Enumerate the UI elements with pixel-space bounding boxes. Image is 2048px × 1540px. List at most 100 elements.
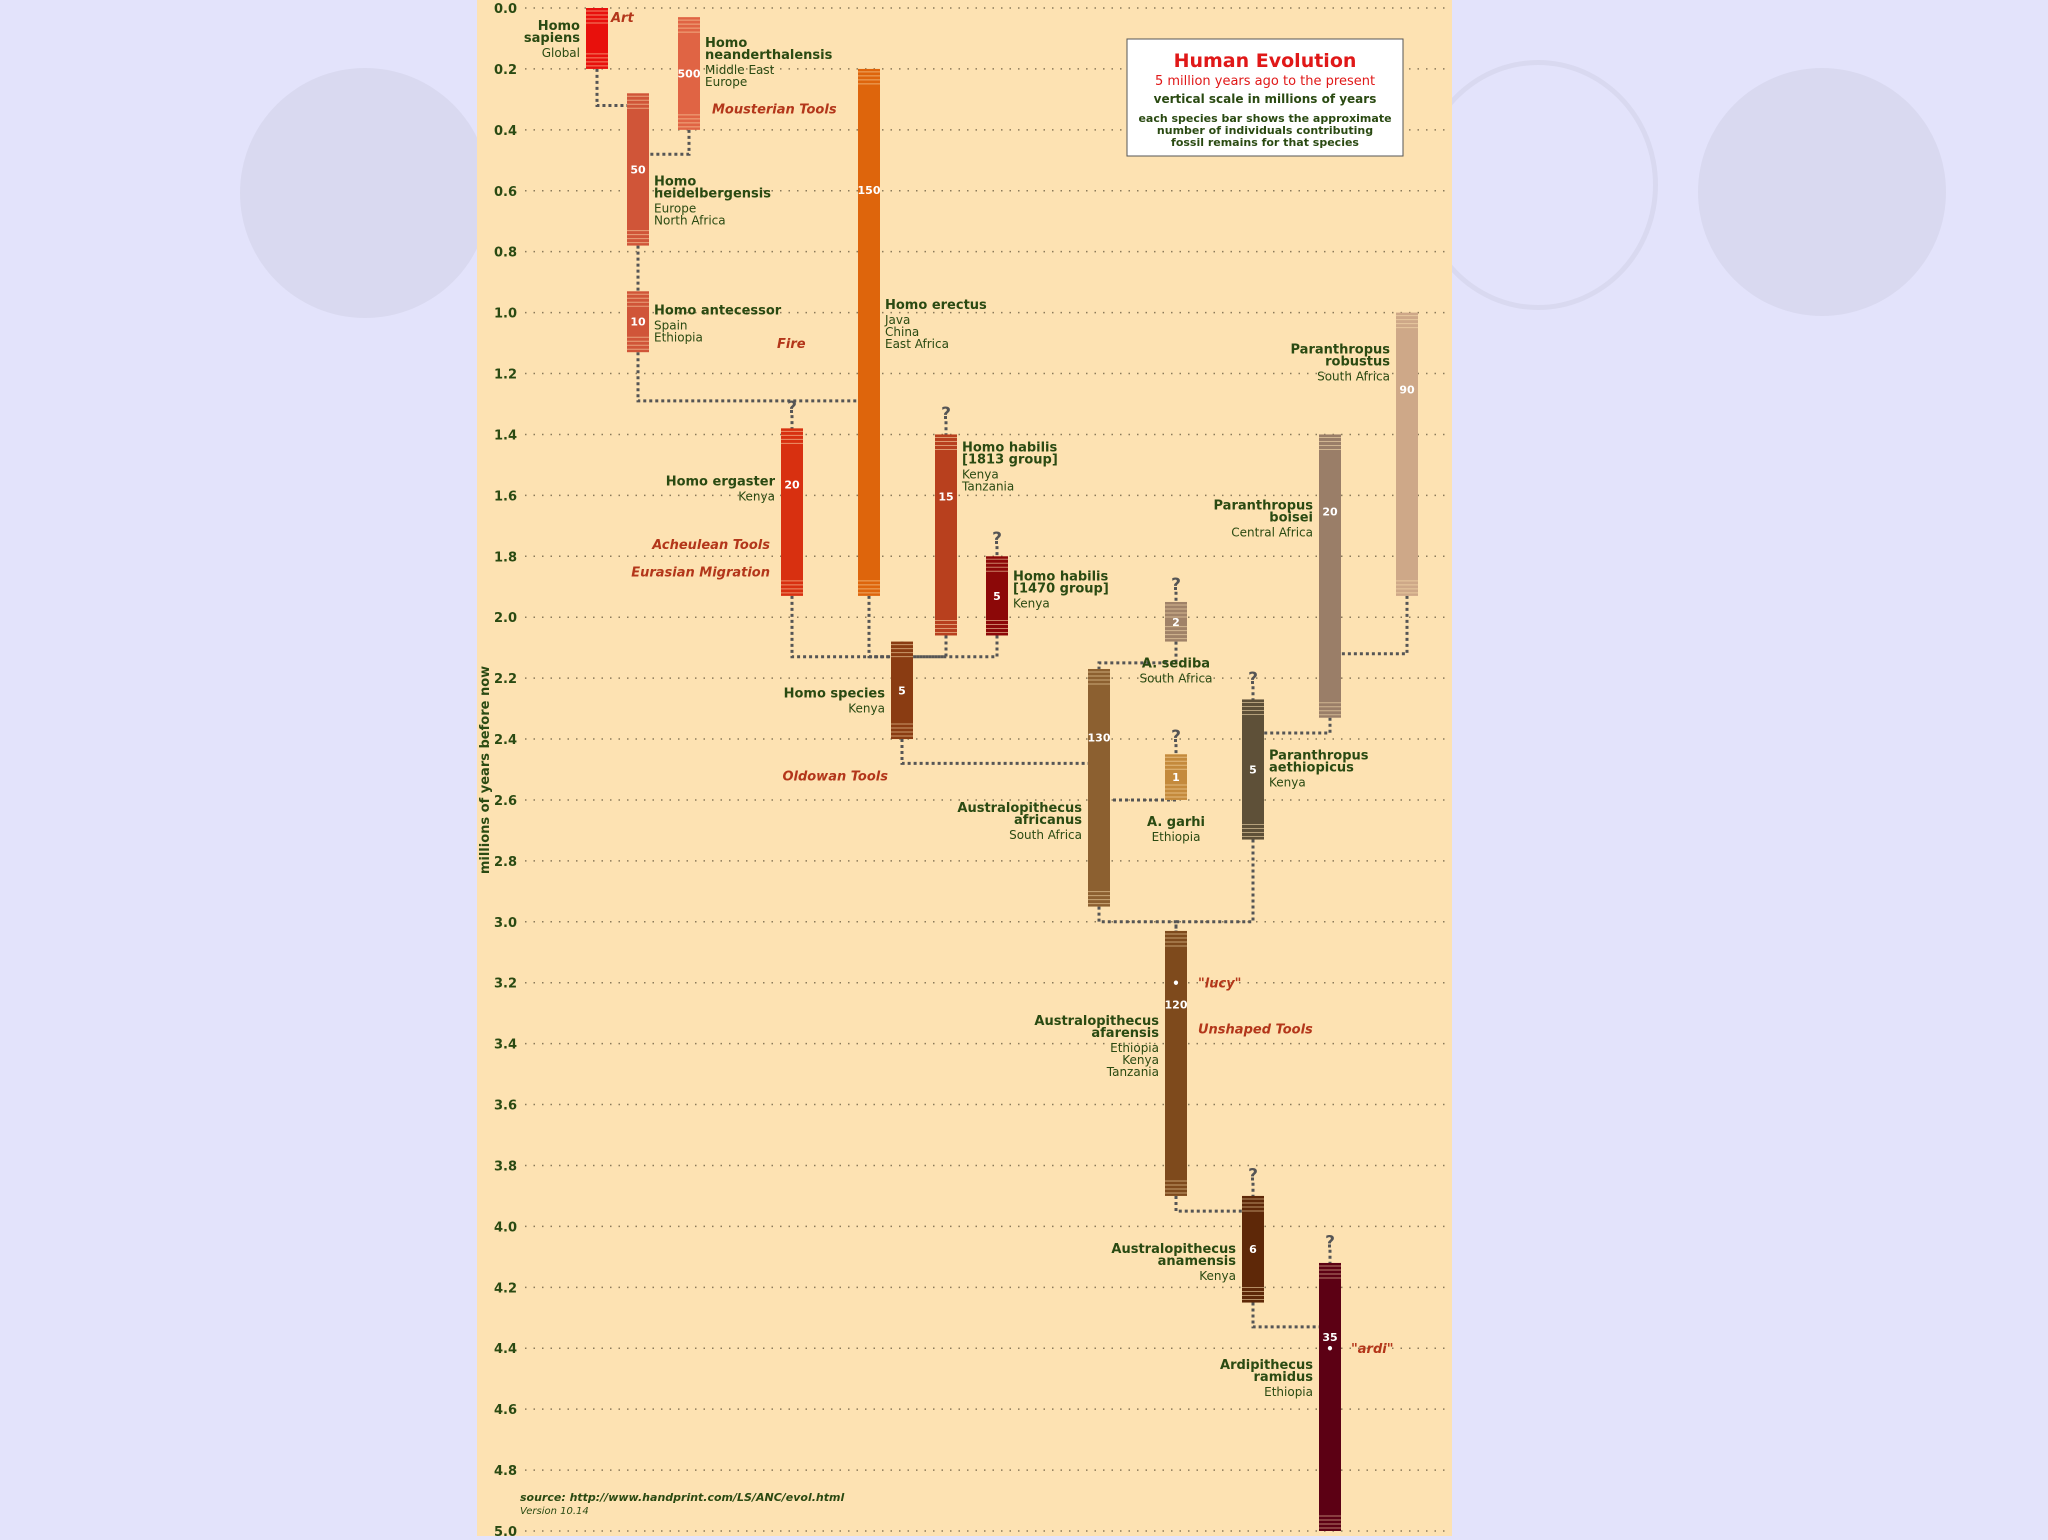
event-label: Oldowan Tools	[782, 770, 888, 785]
species-bar-homo_sp	[891, 641, 913, 740]
species-region-ramidus: Ethiopia	[1264, 1385, 1313, 1399]
fossil-count-homo_sp: 5	[898, 684, 906, 697]
species-region-erectus: China	[885, 325, 919, 339]
species-region-erectus: Java	[884, 313, 910, 327]
fossil-count-afarensis: 120	[1165, 999, 1188, 1012]
species-bar-boisei	[1319, 434, 1341, 718]
species-bar-afarensis	[1165, 930, 1187, 1196]
fossil-count-robustus: 90	[1399, 384, 1415, 397]
species-bar-ramidus	[1319, 1262, 1341, 1531]
question-mark: ?	[787, 398, 797, 418]
species-name-sediba: A. sediba	[1142, 657, 1210, 672]
event-label: "lucy"	[1198, 977, 1241, 992]
species-name-africanus: Australopithecus	[957, 801, 1082, 816]
y-tick-label: 0.6	[494, 185, 517, 200]
y-tick-label: 1.6	[494, 489, 517, 504]
y-tick-label: 3.2	[494, 977, 517, 992]
species-name-neanderthalensis: neanderthalensis	[705, 48, 833, 63]
event-label: Acheulean Tools	[651, 538, 770, 553]
species-name-afarensis: afarensis	[1091, 1026, 1159, 1041]
question-mark: ?	[992, 529, 1002, 549]
legend-box: Human Evolution 5 million years ago to t…	[1126, 38, 1404, 157]
y-tick-label: 3.6	[494, 1099, 517, 1114]
y-tick-label: 4.2	[494, 1281, 517, 1296]
y-tick-label: 0.2	[494, 63, 517, 78]
species-name-afarensis: Australopithecus	[1034, 1014, 1159, 1029]
y-tick-label: 3.4	[494, 1038, 517, 1053]
species-region-robustus: South Africa	[1317, 370, 1390, 384]
species-name-robustus: Paranthropus	[1291, 343, 1391, 358]
species-bar-ergaster	[781, 428, 803, 596]
species-bar-erectus	[858, 68, 880, 596]
species-name-habilis1470: [1470 group]	[1013, 581, 1109, 596]
y-tick-label: 3.0	[494, 916, 517, 931]
species-bar-heidelbergensis	[627, 93, 649, 246]
species-bar-habilis1470	[986, 556, 1008, 636]
decorative-circle-ring	[1418, 60, 1658, 310]
y-tick-label: 4.4	[494, 1342, 517, 1357]
question-mark: ?	[1171, 575, 1181, 595]
diagram-panel: 0.0 0.2 0.4 0.6 0.8 1.0 1.2 1.4 1.6 1.8 2.0 2.2 2.4 2…	[477, 0, 1452, 1540]
fossil-count-habilis1470: 5	[993, 590, 1001, 603]
question-mark: ?	[1171, 727, 1181, 747]
lucy-marker-icon: •	[1172, 977, 1180, 991]
legend-bar-note-1: each species bar shows the approximate	[1138, 112, 1391, 125]
connector-garhi-africanus	[1097, 668, 1176, 802]
species-name-anamensis: anamensis	[1158, 1254, 1237, 1269]
y-tick-label: 2.6	[494, 794, 517, 809]
question-mark: ?	[1325, 1233, 1335, 1253]
species-name-heidelbergensis: heidelbergensis	[654, 186, 771, 201]
connector-aethiopicus-afarensis	[1174, 839, 1255, 931]
fossil-count-habilis1813: 15	[938, 491, 953, 504]
y-tick-label: 1.8	[494, 550, 517, 565]
species-region-antecessor: Ethiopia	[654, 330, 703, 344]
connector-sapiens-heidelbergensis	[595, 68, 640, 107]
species-region-afarensis: Tanzania	[1106, 1065, 1159, 1079]
species-region-neanderthalensis: Middle East	[705, 63, 775, 77]
event-label: Fire	[777, 337, 806, 352]
y-tick-label: 3.8	[494, 1159, 517, 1174]
y-tick-label: 0.4	[494, 124, 517, 139]
fossil-count-erectus: 150	[858, 184, 881, 197]
species-region-garhi: Ethiopia	[1152, 830, 1201, 844]
species-region-habilis1813: Tanzania	[961, 479, 1014, 493]
species-region-boisei: Central Africa	[1231, 525, 1313, 539]
question-mark: ?	[941, 404, 951, 424]
species-region-neanderthalensis: Europe	[705, 75, 747, 89]
event-label: Unshaped Tools	[1198, 1022, 1313, 1037]
species-labels: HomosapiensGlobalHomoneanderthalensisMid…	[524, 19, 1390, 1399]
question-mark: ?	[1248, 669, 1258, 689]
version-text: Version 10.14	[520, 1506, 589, 1517]
connector-anamensis-ramidus	[1251, 1262, 1332, 1329]
species-region-africanus: South Africa	[1009, 828, 1082, 842]
species-region-heidelbergensis: North Africa	[654, 213, 726, 227]
connector-boisei-aethiopicus	[1251, 699, 1332, 735]
fossil-count-africanus: 130	[1088, 732, 1111, 745]
species-bars: 500 50 10 150 20 15 5 5 2 1 130 5 20 90 120 6 35	[586, 8, 1418, 1531]
connector-neanderthalensis-heidelbergensis	[636, 93, 691, 156]
species-region-habilis1813: Kenya	[962, 467, 999, 481]
fossil-count-boisei: 20	[1322, 505, 1338, 518]
species-region-heidelbergensis: Europe	[654, 201, 696, 215]
species-name-ergaster: Homo ergaster	[666, 474, 776, 489]
event-label: Mousterian Tools	[712, 103, 837, 118]
species-region-homo_sp: Kenya	[848, 702, 885, 716]
species-bar-africanus	[1088, 668, 1110, 907]
species-name-ramidus: Ardipithecus	[1220, 1358, 1313, 1373]
y-axis-label: millions of years before now	[478, 666, 493, 874]
species-name-ramidus: ramidus	[1254, 1370, 1314, 1385]
legend-bar-note-2: number of individuals contributing	[1157, 124, 1373, 137]
y-tick-label: 2.0	[494, 611, 517, 626]
event-label: "ardi"	[1351, 1342, 1394, 1357]
species-name-homo_sp: Homo species	[784, 687, 886, 702]
species-name-garhi: A. garhi	[1147, 815, 1205, 830]
species-name-sapiens: sapiens	[524, 31, 580, 46]
legend-bar-note-3: fossil remains for that species	[1171, 136, 1359, 149]
y-tick-label: 1.2	[494, 368, 517, 383]
fossil-count-antecessor: 10	[630, 316, 646, 329]
species-name-sapiens: Homo	[538, 19, 580, 34]
species-region-afarensis: Kenya	[1122, 1053, 1159, 1067]
fossil-count-aethiopicus: 5	[1249, 764, 1257, 777]
source-text: source: http://www.handprint.com/LS/ANC/…	[520, 1491, 844, 1504]
event-label: Art	[610, 11, 634, 26]
